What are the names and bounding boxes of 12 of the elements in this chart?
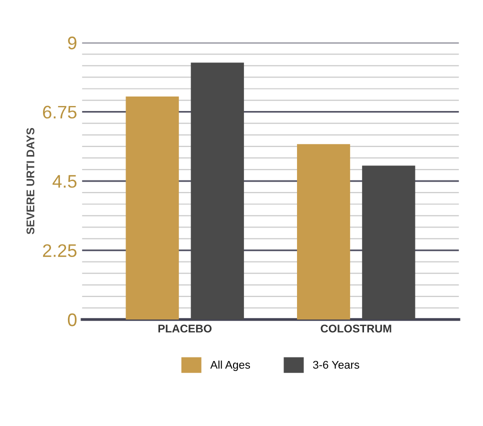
legend-label: 3-6 Years: [313, 360, 360, 369]
x-tick-label: COLOSTRUM: [320, 324, 392, 333]
y-tick-label: 2.25: [43, 244, 76, 257]
y-tick-label: 6.75: [43, 106, 76, 119]
y-tick-label: 0: [68, 313, 77, 326]
y-axis-title: SEVERE URTI DAYS: [26, 128, 34, 234]
y-tick-label: 9: [68, 36, 76, 50]
bar: [297, 144, 350, 320]
bar: [126, 96, 179, 320]
y-tick-label: 4.5: [52, 175, 76, 188]
legend-label: All Ages: [210, 360, 250, 371]
x-tick-label: PLACEBO: [158, 324, 212, 333]
